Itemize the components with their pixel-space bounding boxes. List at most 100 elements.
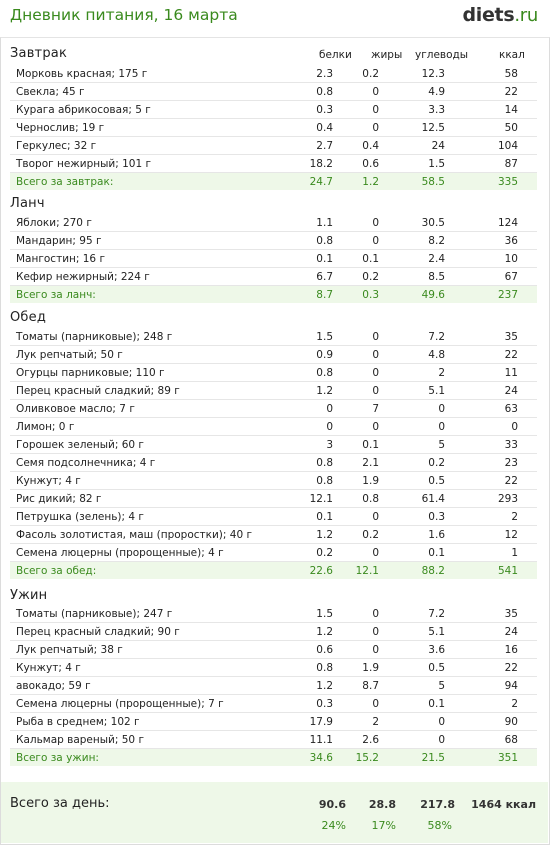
food-row: Лук репчатый; 38 г 0.6 0 3.6 16 bbox=[10, 640, 537, 659]
meal-table: Яблоки; 270 г 1.1 0 30.5 124 Мандарин; 95 г 0.… bbox=[10, 214, 537, 303]
food-row: Лук репчатый; 50 г 0.9 0 4.8 22 bbox=[10, 345, 537, 364]
food-row: Семена люцерны (пророщенные); 4 г 0.2 0 0.1… bbox=[10, 543, 537, 562]
food-row: Фасоль золотистая, маш (проростки); 40 г… bbox=[10, 525, 537, 544]
food-name: Перец красный сладкий; 90 г bbox=[10, 622, 264, 641]
food-row: Свекла; 45 г 0.8 0 4.9 22 bbox=[10, 82, 537, 101]
meal-total-fat: 12.1 bbox=[344, 561, 394, 579]
food-name: Курага абрикосовая; 5 г bbox=[10, 100, 264, 119]
food-carbs: 2.4 bbox=[394, 249, 462, 268]
food-name: Лук репчатый; 38 г bbox=[10, 640, 264, 659]
food-row: Рис дикий; 82 г 12.1 0.8 61.4 293 bbox=[10, 489, 537, 508]
food-protein: 0.4 bbox=[264, 118, 344, 137]
food-fat: 0.2 bbox=[344, 267, 394, 286]
food-kcal: 22 bbox=[462, 471, 537, 490]
meal-total-carbs: 88.2 bbox=[394, 561, 462, 579]
column-header-protein: белки bbox=[319, 49, 352, 61]
food-carbs: 8.5 bbox=[394, 267, 462, 286]
food-fat: 0 bbox=[344, 694, 394, 713]
food-protein: 3 bbox=[264, 435, 344, 454]
food-row: Семена люцерны (пророщенные); 7 г 0.3 0 0.1… bbox=[10, 694, 537, 713]
food-protein: 1.2 bbox=[264, 381, 344, 400]
food-carbs: 30.5 bbox=[394, 214, 462, 232]
meal-total-carbs: 58.5 bbox=[394, 172, 462, 190]
food-carbs: 0.5 bbox=[394, 471, 462, 490]
food-kcal: 22 bbox=[462, 82, 537, 101]
meal-total-row: Всего за обед: 22.6 12.1 88.2 541 bbox=[10, 561, 537, 579]
food-carbs: 1.5 bbox=[394, 154, 462, 173]
food-row: Кунжут; 4 г 0.8 1.9 0.5 22 bbox=[10, 658, 537, 677]
food-protein: 2.3 bbox=[264, 65, 344, 83]
food-kcal: 35 bbox=[462, 605, 537, 623]
meal-total-protein: 8.7 bbox=[264, 285, 344, 303]
food-name: Оливковое масло; 7 г bbox=[10, 399, 264, 418]
food-row: Геркулес; 32 г 2.7 0.4 24 104 bbox=[10, 136, 537, 155]
food-kcal: 11 bbox=[462, 363, 537, 382]
food-row: авокадо; 59 г 1.2 8.7 5 94 bbox=[10, 676, 537, 695]
food-protein: 0 bbox=[264, 417, 344, 436]
food-protein: 0.8 bbox=[264, 363, 344, 382]
meal-table: Томаты (парниковые); 248 г 1.5 0 7.2 35 Лук р… bbox=[10, 328, 537, 579]
food-fat: 0 bbox=[344, 381, 394, 400]
food-fat: 0.8 bbox=[344, 489, 394, 508]
food-carbs: 0.5 bbox=[394, 658, 462, 677]
food-fat: 2 bbox=[344, 712, 394, 731]
food-protein: 0.8 bbox=[264, 82, 344, 101]
food-protein: 6.7 bbox=[264, 267, 344, 286]
food-fat: 0 bbox=[344, 231, 394, 250]
day-total-box bbox=[1, 782, 548, 843]
food-carbs: 0 bbox=[394, 399, 462, 418]
food-carbs: 7.2 bbox=[394, 605, 462, 623]
food-kcal: 58 bbox=[462, 65, 537, 83]
food-kcal: 87 bbox=[462, 154, 537, 173]
meal-total-protein: 22.6 bbox=[264, 561, 344, 579]
food-name: Фасоль золотистая, маш (проростки); 40 г bbox=[10, 525, 264, 544]
food-fat: 0.6 bbox=[344, 154, 394, 173]
food-fat: 0 bbox=[344, 622, 394, 641]
food-fat: 0 bbox=[344, 82, 394, 101]
food-name: Томаты (парниковые); 248 г bbox=[10, 328, 264, 346]
food-name: Петрушка (зелень); 4 г bbox=[10, 507, 264, 526]
food-carbs: 1.6 bbox=[394, 525, 462, 544]
food-name: Кефир нежирный; 224 г bbox=[10, 267, 264, 286]
food-carbs: 5.1 bbox=[394, 622, 462, 641]
food-kcal: 10 bbox=[462, 249, 537, 268]
food-carbs: 4.9 bbox=[394, 82, 462, 101]
food-name: Кунжут; 4 г bbox=[10, 471, 264, 490]
day-fat-percent: 17% bbox=[371, 819, 396, 832]
site-logo[interactable]: diets.ru bbox=[462, 4, 538, 26]
food-fat: 0.1 bbox=[344, 249, 394, 268]
meal-total-kcal: 541 bbox=[462, 561, 537, 579]
food-row: Семя подсолнечника; 4 г 0.8 2.1 0.2 23 bbox=[10, 453, 537, 472]
day-total-carbs: 217.8 bbox=[420, 798, 455, 811]
food-protein: 1.1 bbox=[264, 214, 344, 232]
food-fat: 0 bbox=[344, 363, 394, 382]
day-carbs-percent: 58% bbox=[427, 819, 452, 832]
meal-total-row: Всего за завтрак: 24.7 1.2 58.5 335 bbox=[10, 172, 537, 190]
food-kcal: 22 bbox=[462, 658, 537, 677]
day-total-kcal: 1464 ккал bbox=[471, 798, 536, 811]
food-row: Петрушка (зелень); 4 г 0.1 0 0.3 2 bbox=[10, 507, 537, 526]
food-kcal: 90 bbox=[462, 712, 537, 731]
food-protein: 0 bbox=[264, 399, 344, 418]
food-protein: 2.7 bbox=[264, 136, 344, 155]
food-fat: 0.1 bbox=[344, 435, 394, 454]
meal-total-label: Всего за завтрак: bbox=[10, 172, 264, 190]
food-row: Кефир нежирный; 224 г 6.7 0.2 8.5 67 bbox=[10, 267, 537, 286]
food-row: Кальмар вареный; 50 г 11.1 2.6 0 68 bbox=[10, 730, 537, 749]
food-carbs: 0 bbox=[394, 417, 462, 436]
food-carbs: 0 bbox=[394, 730, 462, 749]
food-protein: 0.2 bbox=[264, 543, 344, 562]
food-kcal: 16 bbox=[462, 640, 537, 659]
food-fat: 0 bbox=[344, 507, 394, 526]
food-kcal: 104 bbox=[462, 136, 537, 155]
meal-total-label: Всего за обед: bbox=[10, 561, 264, 579]
food-kcal: 293 bbox=[462, 489, 537, 508]
food-kcal: 1 bbox=[462, 543, 537, 562]
food-kcal: 24 bbox=[462, 622, 537, 641]
food-kcal: 124 bbox=[462, 214, 537, 232]
meal-total-label: Всего за ужин: bbox=[10, 748, 264, 766]
food-protein: 0.8 bbox=[264, 231, 344, 250]
meal-heading: Обед bbox=[10, 310, 47, 325]
food-kcal: 50 bbox=[462, 118, 537, 137]
